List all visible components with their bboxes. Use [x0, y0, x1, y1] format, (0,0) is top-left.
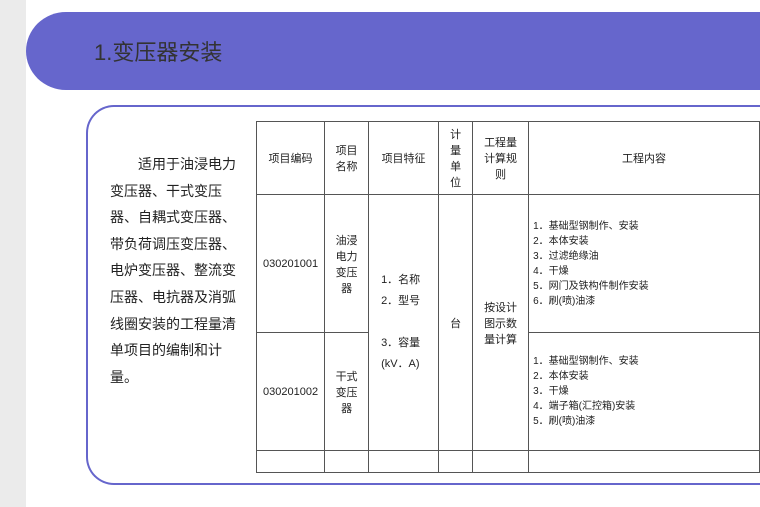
empty-cell [439, 451, 473, 473]
cell-feature: 1．名称 2．型号 3．容量 (kV．A) [369, 195, 439, 451]
content-row: 适用于油浸电力变压器、干式变压器、自耦式变压器、带负荷调压变压器、电炉变压器、整… [110, 121, 760, 473]
empty-cell [529, 451, 760, 473]
title-band: 1.变压器安装 [26, 12, 760, 90]
empty-cell [325, 451, 369, 473]
cell-content: 1．基础型钢制作、安装 2．本体安装 3．过滤绝缘油 4．干燥 5．网门及铁构件… [529, 195, 760, 333]
cell-code: 030201001 [257, 195, 325, 333]
content-frame: 适用于油浸电力变压器、干式变压器、自耦式变压器、带负荷调压变压器、电炉变压器、整… [86, 105, 760, 485]
slide-area: 1.变压器安装 适用于油浸电力变压器、干式变压器、自耦式变压器、带负荷调压变压器… [26, 0, 760, 507]
cell-name: 油浸电力变压器 [325, 195, 369, 333]
table-row: 030201001 油浸电力变压器 1．名称 2．型号 3．容量 (kV．A) … [257, 195, 760, 333]
cell-content: 1．基础型钢制作、安装 2．本体安装 3．干燥 4．端子箱(汇控箱)安装 5．刷… [529, 333, 760, 451]
intro-paragraph: 适用于油浸电力变压器、干式变压器、自耦式变压器、带负荷调压变压器、电炉变压器、整… [110, 121, 248, 473]
cell-name: 干式变压器 [325, 333, 369, 451]
cell-unit: 台 [439, 195, 473, 451]
th-content: 工程内容 [529, 122, 760, 195]
table-header-row: 项目编码 项目名称 项目特征 计量单位 工程量计算规则 工程内容 [257, 122, 760, 195]
page-title: 1.变压器安装 [94, 35, 222, 67]
cell-rule: 按设计图示数量计算 [473, 195, 529, 451]
empty-cell [473, 451, 529, 473]
cell-code: 030201002 [257, 333, 325, 451]
th-code: 项目编码 [257, 122, 325, 195]
spec-table: 项目编码 项目名称 项目特征 计量单位 工程量计算规则 工程内容 0302010… [256, 121, 760, 473]
th-unit: 计量单位 [439, 122, 473, 195]
empty-cell [369, 451, 439, 473]
table-row-empty [257, 451, 760, 473]
th-name: 项目名称 [325, 122, 369, 195]
th-rule: 工程量计算规则 [473, 122, 529, 195]
th-feature: 项目特征 [369, 122, 439, 195]
empty-cell [257, 451, 325, 473]
